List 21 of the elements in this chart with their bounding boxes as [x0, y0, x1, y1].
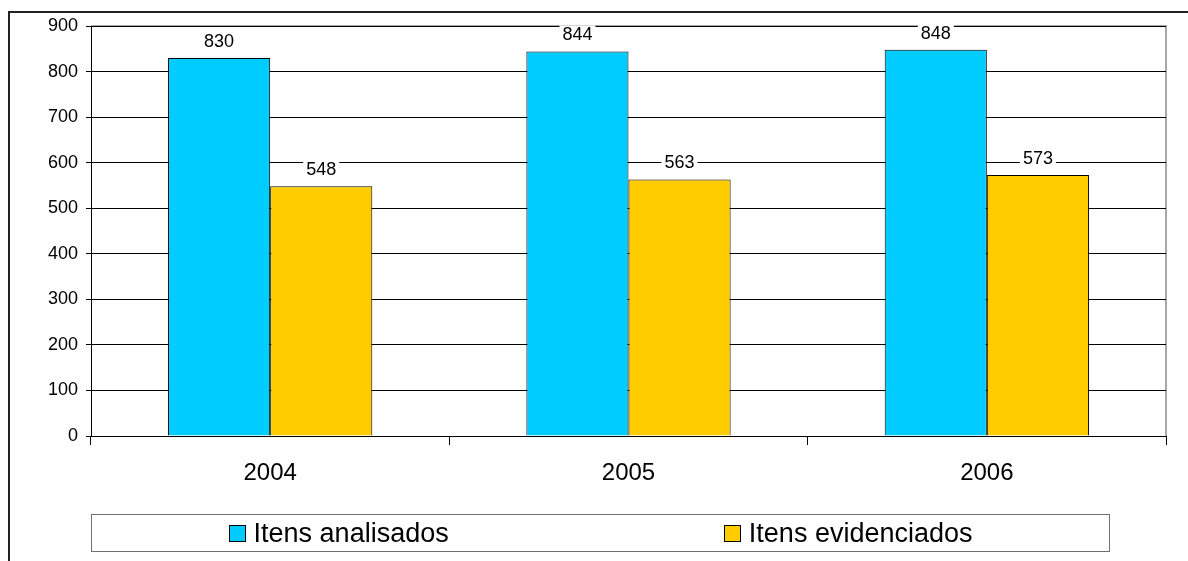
y-tick-label: 300 — [47, 288, 78, 309]
x-tick-label: 2004 — [243, 458, 297, 486]
x-tick-label: 2006 — [960, 458, 1014, 486]
legend-label: Itens evidenciados — [748, 518, 973, 548]
data-label: 573 — [1022, 147, 1053, 168]
data-label: 830 — [204, 30, 235, 51]
legend-label: Itens analisados — [253, 518, 449, 548]
y-tick-label: 600 — [47, 151, 78, 172]
y-tick-label: 500 — [47, 197, 78, 218]
data-label: 844 — [562, 24, 593, 45]
y-tick-label: 700 — [47, 106, 78, 127]
y-tick-label: 900 — [47, 14, 78, 35]
x-tick-label: 2005 — [601, 458, 656, 486]
y-tick-label: 400 — [47, 242, 78, 263]
y-tick-label: 100 — [47, 379, 78, 400]
y-tick-label: 0 — [67, 424, 78, 445]
y-tick-label: 800 — [47, 60, 78, 81]
data-label: 848 — [920, 22, 951, 43]
data-label: 548 — [306, 159, 337, 180]
data-label: 563 — [664, 152, 695, 173]
y-tick-label: 200 — [47, 333, 78, 354]
